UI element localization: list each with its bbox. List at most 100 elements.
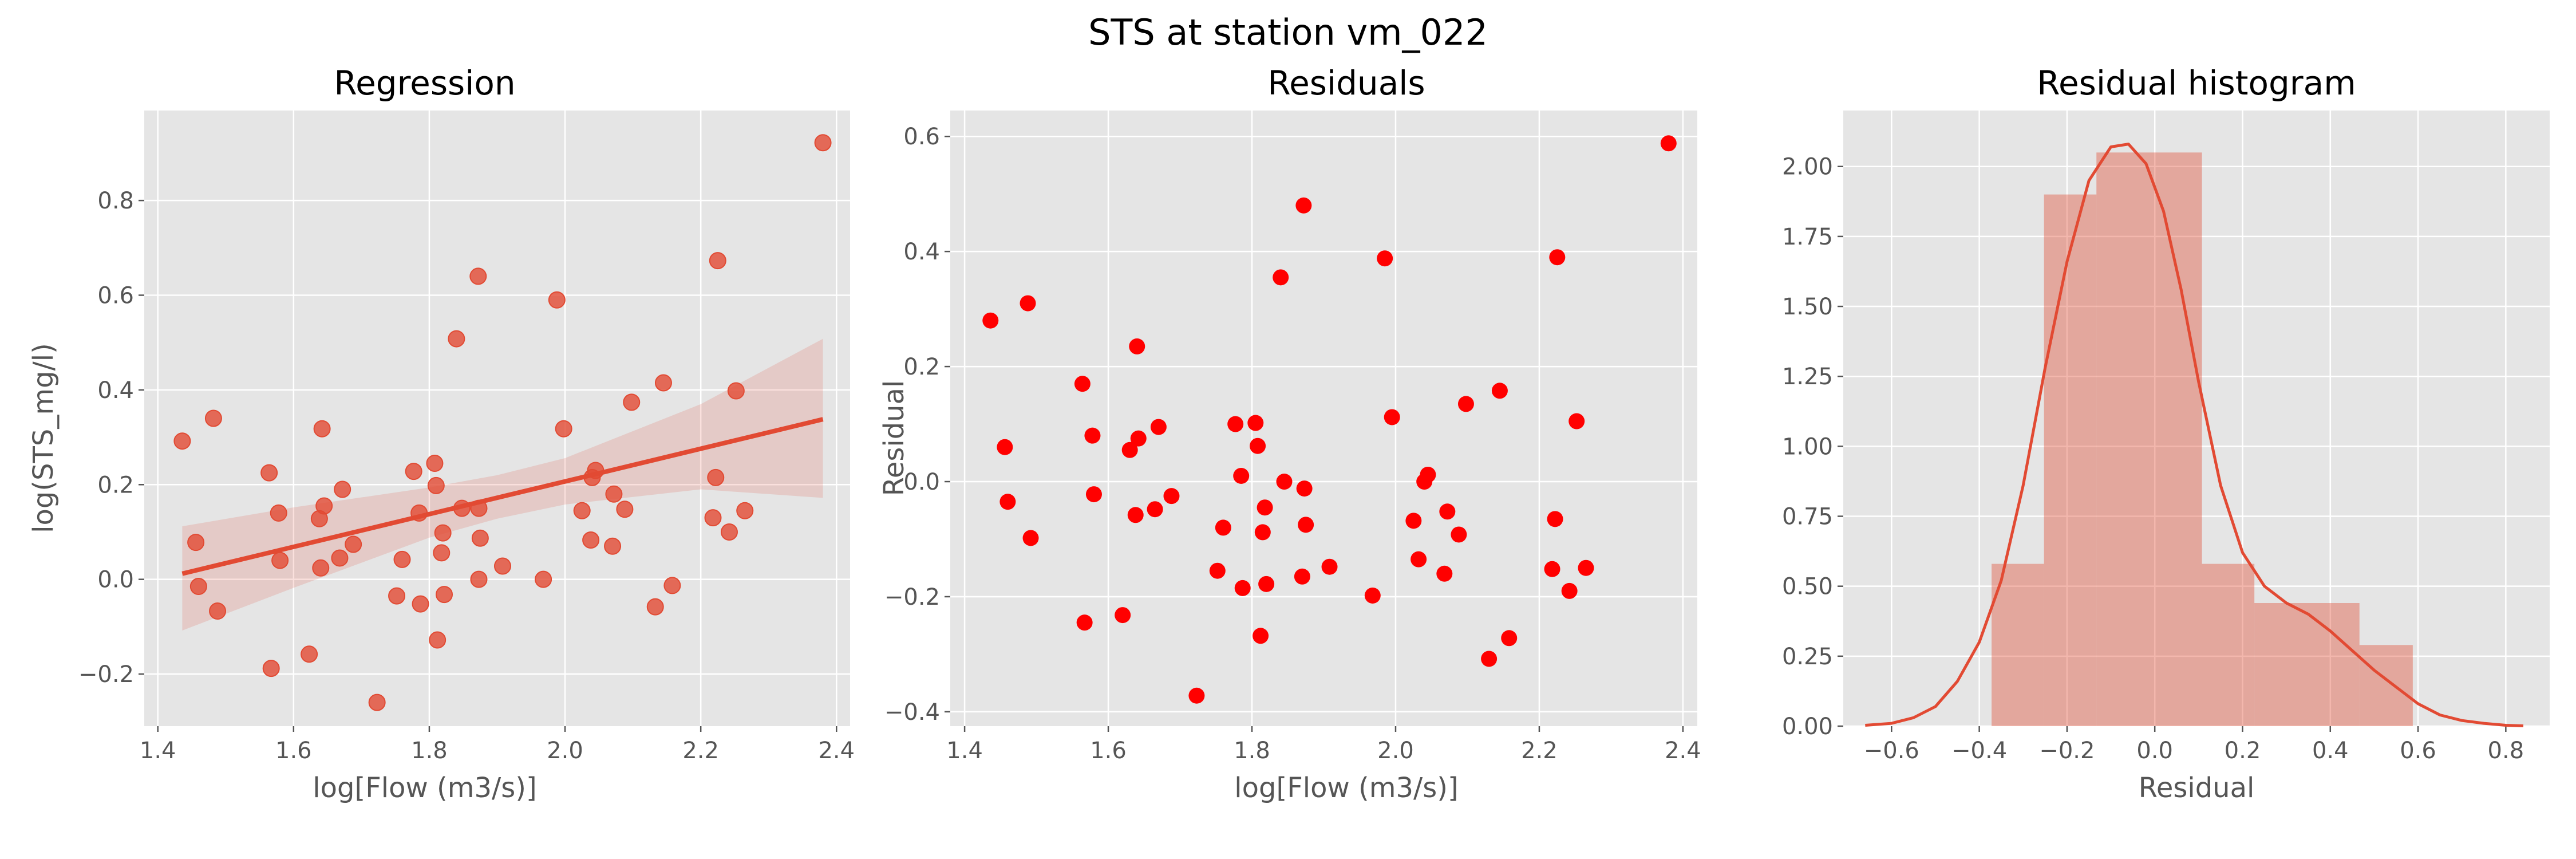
- residual-point: [1501, 630, 1518, 647]
- residual-point: [1436, 565, 1453, 582]
- data-point: [187, 534, 205, 551]
- data-point: [315, 497, 333, 515]
- residual-point: [1127, 507, 1144, 523]
- histogram-y-tick-label: 1.25: [1782, 364, 1833, 390]
- residual-point: [999, 494, 1016, 510]
- residual-point: [1549, 249, 1566, 266]
- residual-point: [1298, 517, 1314, 533]
- data-point: [271, 551, 289, 569]
- residual-point: [1247, 415, 1264, 431]
- regression-plot-area: [144, 111, 850, 726]
- data-point: [573, 502, 591, 519]
- data-point: [646, 598, 664, 616]
- residual-point: [1384, 409, 1400, 425]
- residuals-x-tick-label: 1.4: [946, 738, 983, 764]
- data-point: [434, 524, 452, 542]
- residuals-y-tick-label: 0.0: [903, 469, 940, 495]
- histogram-bar: [2202, 564, 2255, 726]
- residual-point: [1377, 250, 1393, 267]
- residual-point: [1215, 519, 1231, 536]
- residuals-plot-area: [950, 111, 1697, 726]
- figure-title: STS at station vm_022: [1088, 11, 1488, 53]
- histogram-x-tick-label: 0.6: [2400, 738, 2436, 764]
- data-point: [405, 463, 422, 480]
- data-point: [493, 557, 511, 575]
- residual-point: [1115, 607, 1131, 624]
- histogram-bar: [2359, 645, 2413, 726]
- data-point: [388, 587, 406, 605]
- residual-point: [1491, 383, 1508, 399]
- residual-point: [1129, 338, 1145, 354]
- histogram-panel: Residual histogram Residual −0.6 −0.4 −0.2…: [1782, 64, 2550, 804]
- histogram-x-tick-label: −0.2: [2039, 738, 2095, 764]
- residuals-y-tick-label: −0.2: [884, 584, 940, 610]
- histogram-y-tick-label: 1.00: [1782, 434, 1833, 460]
- residual-point: [1481, 651, 1498, 667]
- data-point: [469, 267, 487, 285]
- residuals-title: Residuals: [1267, 64, 1425, 103]
- residual-point: [1121, 442, 1138, 458]
- histogram-y-tick-label: 0.50: [1782, 574, 1833, 600]
- residual-point: [1439, 503, 1456, 520]
- residual-point: [1163, 488, 1180, 505]
- regression-x-tick-label: 1.6: [275, 738, 312, 764]
- data-point: [727, 382, 745, 400]
- data-point: [368, 693, 386, 711]
- residual-point: [1568, 413, 1585, 430]
- residual-point: [1273, 269, 1289, 286]
- residuals-xlabel: log[Flow (m3/s)]: [1234, 772, 1458, 804]
- residual-point: [1547, 511, 1563, 527]
- data-point: [427, 476, 445, 494]
- residual-point: [1254, 524, 1271, 541]
- residual-point: [1457, 396, 1474, 412]
- residuals-x-tick-label: 2.0: [1377, 738, 1414, 764]
- data-point: [535, 570, 552, 588]
- histogram-x-tick-label: 0.2: [2225, 738, 2261, 764]
- data-point: [204, 409, 222, 427]
- residual-point: [1147, 501, 1163, 518]
- residual-point: [982, 312, 999, 329]
- residual-point: [1578, 559, 1594, 576]
- histogram-bar: [2044, 194, 2097, 726]
- residual-point: [1294, 568, 1310, 585]
- data-point: [301, 645, 318, 663]
- data-point: [260, 464, 278, 482]
- data-point: [312, 559, 330, 577]
- residual-point: [1276, 474, 1293, 490]
- histogram-y-tick-label: 1.50: [1782, 294, 1833, 320]
- residuals-y-tick-label: 0.6: [903, 124, 940, 150]
- residual-point: [1253, 628, 1269, 644]
- regression-xlabel: log[Flow (m3/s)]: [313, 772, 536, 804]
- residual-point: [1085, 486, 1102, 503]
- regression-y-tick-label: 0.6: [97, 283, 134, 309]
- regression-y-tick-label: 0.8: [97, 188, 134, 214]
- regression-y-tick-label: −0.2: [78, 661, 134, 688]
- residuals-x-tick-label: 2.2: [1521, 738, 1558, 764]
- residual-point: [997, 439, 1013, 455]
- regression-y-tick-label: 0.0: [97, 567, 134, 593]
- residuals-x-tick-label: 2.4: [1665, 738, 1701, 764]
- data-point: [270, 504, 287, 522]
- histogram-bar: [2096, 152, 2202, 727]
- residual-point: [1227, 416, 1244, 432]
- data-point: [605, 485, 623, 503]
- histogram-title: Residual histogram: [2037, 64, 2356, 103]
- histogram-x-tick-label: 0.8: [2488, 738, 2524, 764]
- histogram-xlabel: Residual: [2139, 772, 2255, 804]
- data-point: [209, 602, 227, 620]
- regression-y-tick-label: 0.2: [97, 472, 134, 498]
- data-point: [262, 660, 280, 677]
- residuals-x-tick-label: 1.8: [1234, 738, 1270, 764]
- data-point: [173, 432, 191, 450]
- residual-point: [1074, 376, 1091, 392]
- data-point: [654, 374, 672, 392]
- data-point: [582, 531, 600, 549]
- data-point: [189, 578, 207, 596]
- residual-point: [1561, 582, 1578, 599]
- residual-point: [1209, 562, 1226, 579]
- histogram-y-tick-label: 2.00: [1782, 154, 1833, 180]
- histogram-bar: [2254, 603, 2360, 726]
- data-point: [720, 523, 738, 541]
- regression-panel: Regression log[Flow (m3/s)] log(STS_mg/l…: [27, 64, 855, 804]
